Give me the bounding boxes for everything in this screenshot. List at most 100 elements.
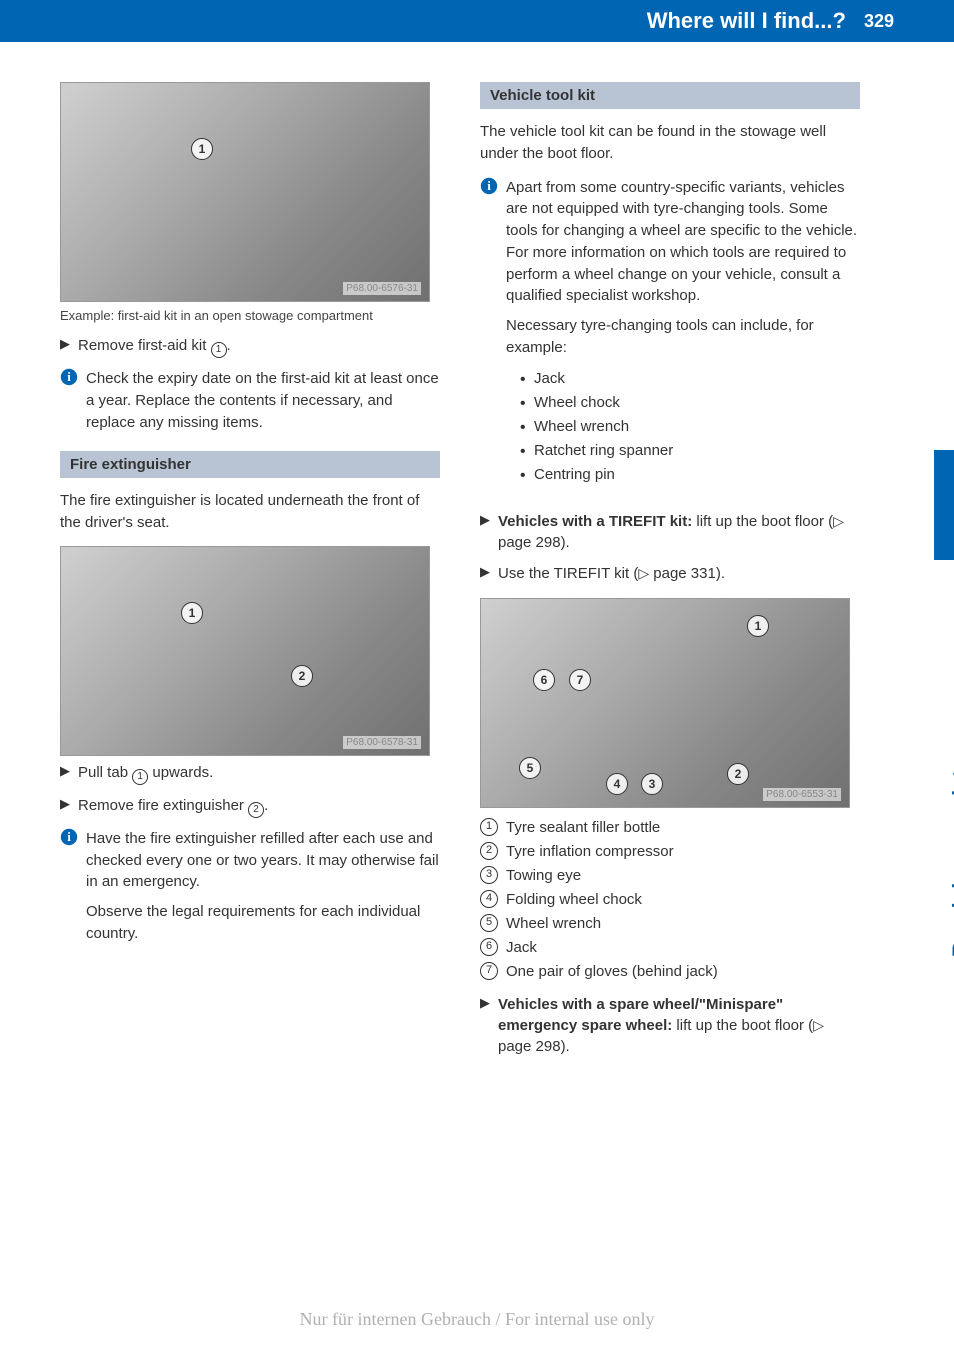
header-bar: Where will I find...? 329	[0, 0, 954, 42]
image-code: P68.00-6576-31	[343, 282, 421, 295]
info-text: Apart from some country-specific variant…	[506, 177, 860, 497]
text: Use the TIREFIT kit (	[498, 565, 638, 582]
legend-num: 6	[480, 938, 498, 956]
callout-7: 7	[569, 669, 591, 691]
legend-item: 2 Tyre inflation compressor	[480, 840, 860, 864]
legend-text: Tyre inflation compressor	[506, 840, 674, 864]
list-item: Centring pin	[520, 463, 860, 487]
legend-item: 4 Folding wheel chock	[480, 888, 860, 912]
legend-text: Towing eye	[506, 864, 581, 888]
text: page 298).	[498, 534, 570, 551]
info-icon: i	[60, 828, 82, 846]
circled-1: 1	[211, 342, 227, 358]
header-title: Where will I find...?	[647, 8, 846, 34]
side-tab: Breakdown assistance	[910, 390, 954, 730]
callout-1: 1	[747, 615, 769, 637]
page-number: 329	[864, 11, 894, 32]
step-text: Pull tab 1 upwards.	[78, 762, 440, 785]
legend-num: 1	[480, 818, 498, 836]
text: page 298).	[498, 1038, 570, 1055]
legend-text: One pair of gloves (behind jack)	[506, 960, 718, 984]
legend-item: 5 Wheel wrench	[480, 912, 860, 936]
side-tab-label: Breakdown assistance	[948, 720, 954, 957]
list-item: Wheel chock	[520, 391, 860, 415]
circled-2: 2	[248, 802, 264, 818]
text-bold: Vehicles with a TIREFIT kit:	[498, 513, 692, 530]
text: lift up the boot floor (	[672, 1017, 813, 1034]
list-item: Wheel wrench	[520, 415, 860, 439]
text: upwards.	[148, 764, 213, 781]
legend-item: 6 Jack	[480, 936, 860, 960]
callout-2: 2	[291, 665, 313, 687]
fire-intro-text: The fire extinguisher is located underne…	[60, 490, 440, 534]
callout-5: 5	[519, 757, 541, 779]
step-spare-wheel: ▶ Vehicles with a spare wheel/"Minispare…	[480, 994, 860, 1057]
heading-tool-kit: Vehicle tool kit	[480, 82, 860, 109]
image-code: P68.00-6578-31	[343, 736, 421, 749]
info-first-aid: i Check the expiry date on the first-aid…	[60, 368, 440, 433]
step-text: Vehicles with a TIREFIT kit: lift up the…	[498, 511, 860, 553]
callout-1: 1	[191, 138, 213, 160]
content-area: 1 P68.00-6576-31 Example: first-aid kit …	[0, 42, 954, 1067]
legend-text: Wheel wrench	[506, 912, 601, 936]
heading-fire-extinguisher: Fire extinguisher	[60, 451, 440, 478]
info-tools: i Apart from some country-specific varia…	[480, 177, 860, 497]
text: lift up the boot floor (	[692, 513, 833, 530]
text: Remove first-aid kit	[78, 337, 211, 354]
list-item: Ratchet ring spanner	[520, 439, 860, 463]
circled-1: 1	[132, 769, 148, 785]
xref-icon: ▷	[813, 1017, 824, 1033]
xref-icon: ▷	[833, 513, 844, 529]
fire-extinguisher-image: 1 2 P68.00-6578-31	[60, 546, 430, 756]
info-icon: i	[60, 368, 82, 386]
step-remove-first-aid: ▶ Remove first-aid kit 1.	[60, 335, 440, 358]
legend-text: Folding wheel chock	[506, 888, 642, 912]
step-use-tirefit: ▶ Use the TIREFIT kit (▷ page 331).	[480, 563, 860, 584]
callout-3: 3	[641, 773, 663, 795]
text: Apart from some country-specific variant…	[506, 177, 860, 308]
triangle-icon: ▶	[60, 762, 78, 785]
callout-2: 2	[727, 763, 749, 785]
right-column: Vehicle tool kit The vehicle tool kit ca…	[480, 82, 860, 1067]
svg-text:i: i	[67, 829, 71, 844]
step-remove-extinguisher: ▶ Remove fire extinguisher 2.	[60, 795, 440, 818]
text: Observe the legal requirements for each …	[86, 901, 440, 945]
callout-6: 6	[533, 669, 555, 691]
info-text: Check the expiry date on the first-aid k…	[86, 368, 440, 433]
svg-text:i: i	[487, 178, 491, 193]
triangle-icon: ▶	[480, 563, 498, 584]
info-text: Have the fire extinguisher refilled afte…	[86, 828, 440, 953]
step-text: Remove first-aid kit 1.	[78, 335, 440, 358]
legend-num: 3	[480, 866, 498, 884]
text: page 331).	[649, 565, 725, 582]
first-aid-image: 1 P68.00-6576-31	[60, 82, 430, 302]
tool-kit-image: 1 2 3 4 5 6 7 P68.00-6553-31	[480, 598, 850, 808]
image-caption: Example: first-aid kit in an open stowag…	[60, 308, 440, 323]
list-item: Jack	[520, 367, 860, 391]
tool-intro-text: The vehicle tool kit can be found in the…	[480, 121, 860, 165]
text: .	[227, 337, 231, 354]
triangle-icon: ▶	[60, 795, 78, 818]
legend-item: 7One pair of gloves (behind jack)	[480, 960, 860, 984]
triangle-icon: ▶	[60, 335, 78, 358]
step-text: Remove fire extinguisher 2.	[78, 795, 440, 818]
legend-num: 2	[480, 842, 498, 860]
step-tirefit-lift: ▶ Vehicles with a TIREFIT kit: lift up t…	[480, 511, 860, 553]
tool-list: Jack Wheel chock Wheel wrench Ratchet ri…	[520, 367, 860, 487]
legend-text: Jack	[506, 936, 537, 960]
legend-item: 1 Tyre sealant filler bottle	[480, 816, 860, 840]
triangle-icon: ▶	[480, 511, 498, 553]
legend-num: 4	[480, 890, 498, 908]
legend-text: Tyre sealant filler bottle	[506, 816, 660, 840]
footer-watermark: Nur für internen Gebrauch / For internal…	[0, 1309, 954, 1330]
callout-1: 1	[181, 602, 203, 624]
side-tab-marker	[934, 450, 954, 560]
text: Remove fire extinguisher	[78, 797, 248, 814]
step-text: Use the TIREFIT kit (▷ page 331).	[498, 563, 860, 584]
legend-num: 5	[480, 914, 498, 932]
step-pull-tab: ▶ Pull tab 1 upwards.	[60, 762, 440, 785]
left-column: 1 P68.00-6576-31 Example: first-aid kit …	[60, 82, 440, 1067]
text: Pull tab	[78, 764, 132, 781]
text: Have the fire extinguisher refilled afte…	[86, 828, 440, 893]
svg-text:i: i	[67, 369, 71, 384]
